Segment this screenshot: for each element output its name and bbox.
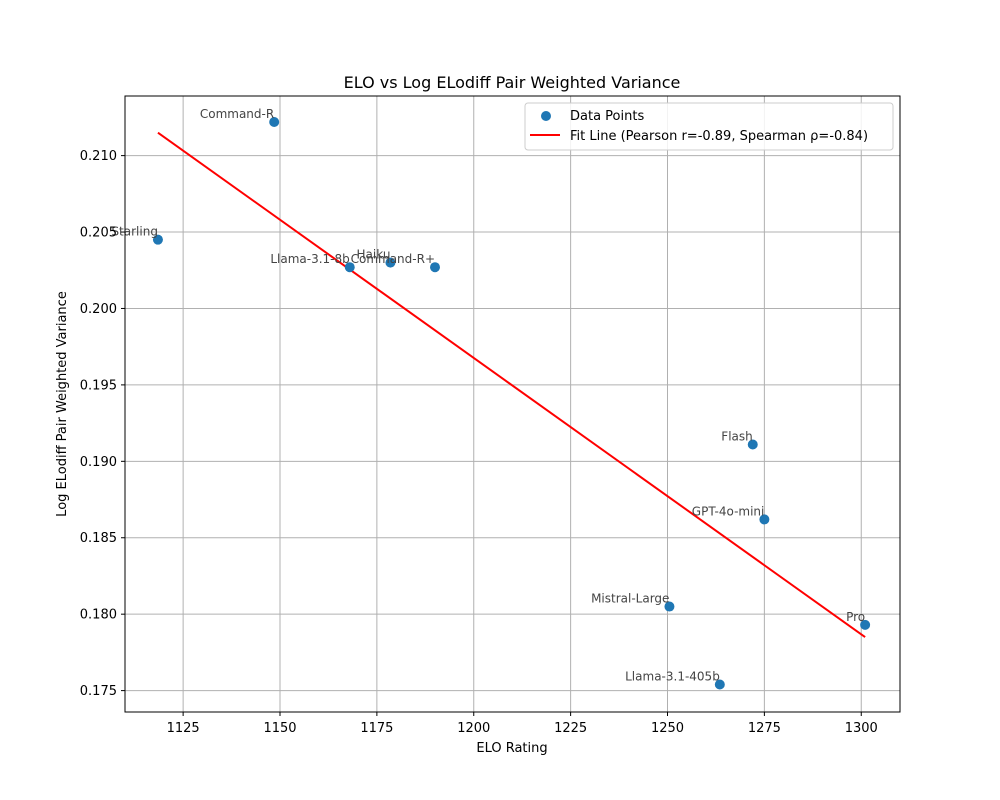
legend-label-data-points: Data Points bbox=[570, 109, 644, 124]
chart-title: ELO vs Log ELodiff Pair Weighted Varianc… bbox=[344, 73, 681, 92]
y-tick-label: 0.180 bbox=[80, 608, 117, 623]
data-point bbox=[385, 257, 396, 268]
grid bbox=[125, 96, 900, 712]
point-label: Haiku bbox=[357, 248, 391, 262]
point-label: Pro bbox=[846, 610, 865, 624]
data-point bbox=[747, 439, 758, 450]
x-tick-label: 1275 bbox=[748, 721, 781, 736]
point-annotations: Command-R Starling Llama-3.1-8b HaikuComman… bbox=[111, 107, 865, 684]
point-label: Command-R bbox=[200, 107, 274, 121]
x-axis-label: ELO Rating bbox=[476, 741, 547, 756]
x-tick-label: 1200 bbox=[457, 721, 490, 736]
y-tick-label: 0.195 bbox=[80, 378, 117, 393]
point-label: Llama-3.1-405b bbox=[625, 669, 720, 683]
plot-frame bbox=[124, 95, 901, 713]
data-point bbox=[152, 234, 163, 245]
point-label: Mistral-Large bbox=[591, 592, 669, 606]
data-point bbox=[344, 262, 355, 273]
point-label: GPT-4o-mini bbox=[692, 504, 765, 518]
data-points-layer bbox=[152, 116, 871, 690]
y-axis-ticks: 0.175 0.180 0.185 0.190 0.195 0.200 0.205 0.210 bbox=[80, 149, 125, 699]
point-label: Llama-3.1-8b bbox=[270, 252, 349, 266]
data-point bbox=[759, 514, 770, 525]
x-tick-label: 1125 bbox=[167, 721, 200, 736]
data-point bbox=[860, 619, 871, 630]
legend-scatter-marker bbox=[541, 111, 551, 121]
y-tick-label: 0.205 bbox=[80, 226, 117, 241]
y-tick-label: 0.190 bbox=[80, 455, 117, 470]
x-tick-label: 1150 bbox=[263, 721, 296, 736]
y-tick-label: 0.175 bbox=[80, 684, 117, 699]
fit-line bbox=[157, 131, 866, 638]
x-tick-label: 1300 bbox=[845, 721, 878, 736]
point-label: Command-R+ bbox=[351, 252, 435, 266]
x-tick-label: 1250 bbox=[651, 721, 684, 736]
x-axis-ticks: 1125 1150 1175 1200 1225 1250 1275 1300 bbox=[167, 712, 878, 736]
fit-line-layer bbox=[157, 131, 866, 638]
y-tick-label: 0.210 bbox=[80, 149, 117, 164]
legend: Data Points Fit Line (Pearson r=-0.89, S… bbox=[524, 102, 894, 151]
data-point bbox=[269, 116, 280, 127]
legend-label-fit-line: Fit Line (Pearson r=-0.89, Spearman ρ=-0… bbox=[570, 129, 868, 144]
data-point bbox=[430, 262, 440, 273]
y-tick-label: 0.185 bbox=[80, 531, 117, 546]
legend-box bbox=[524, 102, 894, 151]
point-label: Starling bbox=[111, 225, 158, 239]
data-point bbox=[664, 601, 675, 612]
x-tick-label: 1175 bbox=[360, 721, 393, 736]
y-axis-label: Log ELodiff Pair Weighted Variance bbox=[55, 291, 70, 517]
point-label: Flash bbox=[721, 430, 752, 444]
y-tick-label: 0.200 bbox=[80, 302, 117, 317]
x-tick-label: 1225 bbox=[554, 721, 587, 736]
data-point bbox=[714, 679, 725, 690]
